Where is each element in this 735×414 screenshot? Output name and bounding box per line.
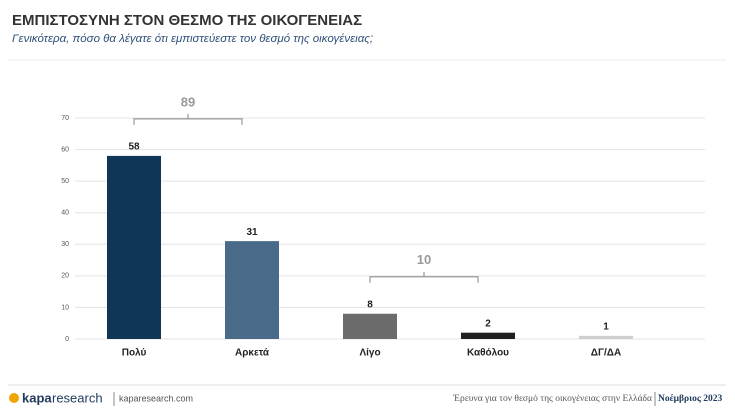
value-label: 58 xyxy=(128,142,140,153)
chart-title: ΕΜΠΙΣΤΟΣΥΝΗ ΣΤΟΝ ΘΕΣΜΟ ΤΗΣ ΟΙΚΟΓΕΝΕΙΑΣ xyxy=(12,12,362,29)
y-tick-label: 30 xyxy=(61,241,69,248)
bracket xyxy=(369,271,479,283)
x-tick-label: Λίγο xyxy=(359,348,380,359)
bar xyxy=(461,332,515,339)
x-tick-label: Καθόλου xyxy=(467,348,509,359)
value-label: 31 xyxy=(246,227,258,238)
x-tick-label: ΔΓ/ΔΑ xyxy=(591,348,621,359)
bar xyxy=(579,335,633,339)
y-tick-label: 50 xyxy=(61,178,69,185)
y-tick-label: 20 xyxy=(61,273,69,280)
url: kaparesearch.com xyxy=(119,393,193,403)
bar xyxy=(343,313,397,339)
brand: kapa xyxy=(22,390,52,405)
chart-subtitle: Γενικότερα, πόσο θα λέγατε ότι εμπιστεύε… xyxy=(12,33,373,45)
x-tick-label: Πολύ xyxy=(122,348,147,359)
date: Νοέμβριος 2023 xyxy=(658,393,722,404)
value-label: 8 xyxy=(367,299,373,310)
y-tick-label: 10 xyxy=(61,304,69,311)
bracket-label: 10 xyxy=(417,252,431,267)
bracket-label: 89 xyxy=(181,94,195,109)
value-label: 2 xyxy=(485,318,491,329)
brand-suffix: research xyxy=(52,390,103,405)
logo-mark xyxy=(9,393,19,403)
survey: Έρευνα για τον θεσμό της οικογένειας στη… xyxy=(452,394,652,404)
y-tick-label: 0 xyxy=(65,336,69,343)
y-tick-label: 70 xyxy=(61,115,69,122)
x-tick-label: Αρκετά xyxy=(235,348,270,359)
value-label: 1 xyxy=(603,321,609,332)
bar xyxy=(107,155,161,339)
y-tick-label: 60 xyxy=(61,146,69,153)
bar xyxy=(225,241,279,339)
y-tick-label: 40 xyxy=(61,210,69,217)
bracket xyxy=(133,113,243,125)
